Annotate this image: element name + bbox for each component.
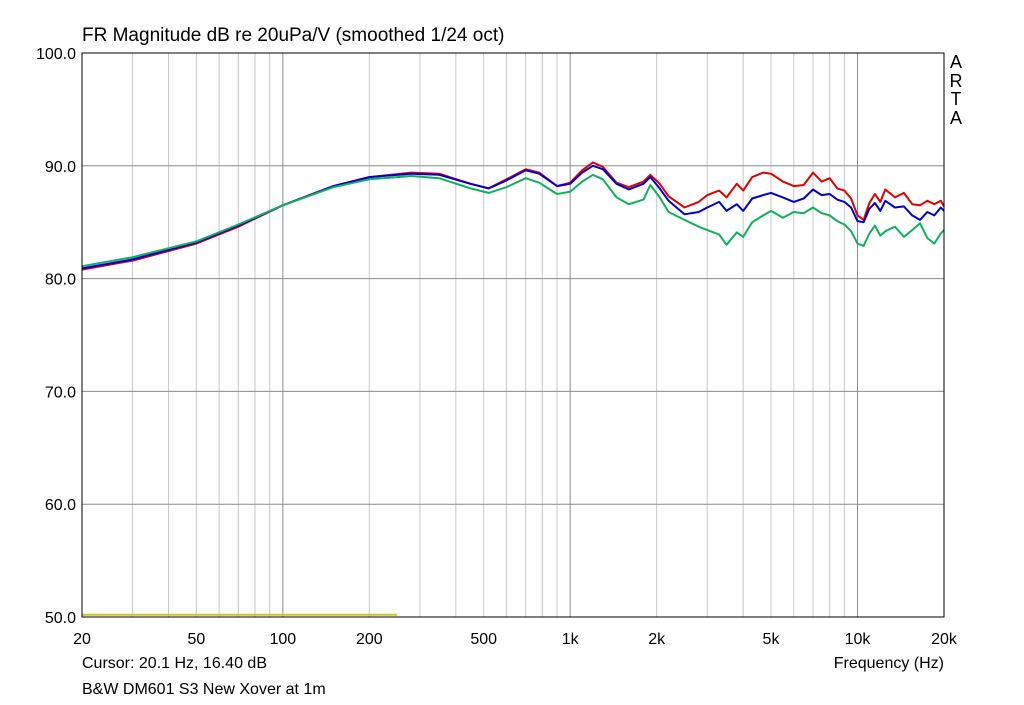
grid-lines bbox=[82, 53, 944, 617]
arta-watermark: A R T A bbox=[948, 53, 964, 127]
chart-caption: B&W DM601 S3 New Xover at 1m bbox=[82, 681, 326, 698]
cursor-readout: Cursor: 20.1 Hz, 16.40 dB bbox=[82, 655, 267, 672]
x-tick-label: 1k bbox=[562, 631, 580, 648]
y-tick-label: 100.0 bbox=[36, 46, 76, 63]
y-tick-label: 80.0 bbox=[45, 272, 76, 289]
x-axis-label: Frequency (Hz) bbox=[833, 655, 944, 672]
x-tick-label: 20k bbox=[931, 631, 958, 648]
y-tick-label: 60.0 bbox=[45, 497, 76, 514]
series-line bbox=[81, 164, 945, 270]
x-tick-label: 20 bbox=[73, 631, 91, 648]
watermark-letter: T bbox=[950, 89, 962, 109]
y-tick-label: 50.0 bbox=[45, 610, 76, 627]
x-tick-label: 5k bbox=[763, 631, 781, 648]
series-group bbox=[81, 161, 945, 616]
y-tick-label: 90.0 bbox=[45, 159, 76, 176]
x-tick-label: 50 bbox=[187, 631, 205, 648]
series-line bbox=[81, 161, 945, 271]
x-tick-labels: 20 50 100 200 500 1k 2k 5k 10k 20k bbox=[73, 631, 958, 648]
x-tick-label: 100 bbox=[269, 631, 296, 648]
plot-frame bbox=[81, 52, 945, 618]
watermark-letter: A bbox=[949, 52, 962, 72]
x-tick-label: 10k bbox=[845, 631, 872, 648]
x-tick-label: 2k bbox=[648, 631, 666, 648]
chart-title: FR Magnitude dB re 20uPa/V (smoothed 1/2… bbox=[82, 25, 505, 46]
y-tick-labels: 100.0 90.0 80.0 70.0 60.0 50.0 bbox=[36, 46, 76, 627]
x-tick-label: 500 bbox=[470, 631, 497, 648]
watermark-letter: R bbox=[949, 70, 963, 91]
series-line bbox=[81, 173, 945, 268]
x-tick-label: 200 bbox=[356, 631, 383, 648]
watermark-letter: A bbox=[949, 107, 962, 128]
y-tick-label: 70.0 bbox=[45, 384, 76, 401]
